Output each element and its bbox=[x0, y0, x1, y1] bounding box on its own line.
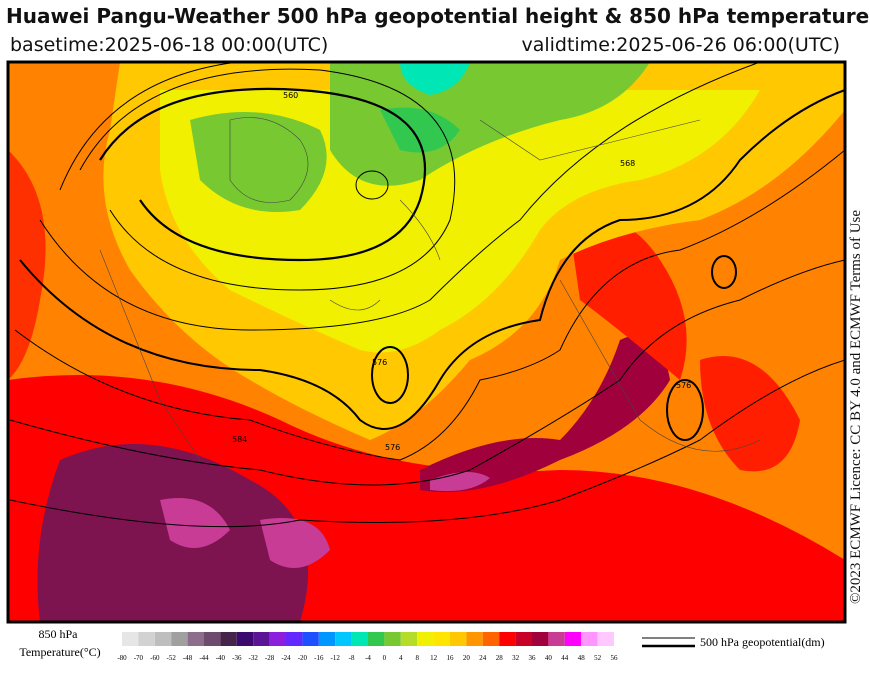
colorbar-title: 850 hPa bbox=[39, 627, 79, 641]
colorbar-swatch bbox=[204, 632, 221, 646]
colorbar-tick-label: -40 bbox=[216, 654, 226, 662]
contour-label: 576 bbox=[385, 443, 400, 452]
colorbar-swatch bbox=[351, 632, 368, 646]
base-time: basetime:2025-06-18 00:00(UTC) bbox=[10, 34, 329, 56]
contour-label: 576 bbox=[676, 381, 691, 390]
colorbar-tick-label: -4 bbox=[365, 654, 371, 662]
colorbar-swatch bbox=[532, 632, 549, 646]
contour-label: 560 bbox=[283, 91, 298, 100]
contour-labels: 560 568 576 584 576 576 bbox=[232, 91, 691, 452]
colorbar-tick-label: -12 bbox=[331, 654, 341, 662]
colorbar-swatch bbox=[384, 632, 401, 646]
colorbar-swatch bbox=[368, 632, 385, 646]
contour-label: 568 bbox=[620, 159, 635, 168]
map-frame bbox=[6, 60, 847, 624]
colorbar-swatch bbox=[417, 632, 434, 646]
coastlines bbox=[99, 117, 761, 461]
contour-label: 576 bbox=[372, 358, 387, 367]
colorbar-swatch bbox=[138, 632, 155, 646]
colorbar-tick-label: -70 bbox=[134, 654, 144, 662]
colorbar-tick-label: -8 bbox=[349, 654, 355, 662]
colorbar-swatch bbox=[220, 632, 237, 646]
colorbar-tick-label: 24 bbox=[479, 654, 487, 662]
colorbar-swatch bbox=[466, 632, 483, 646]
colorbar-swatch bbox=[171, 632, 188, 646]
colorbar-tick-label: 44 bbox=[561, 654, 569, 662]
colorbar-tick-label: -16 bbox=[314, 654, 324, 662]
colorbar-swatch bbox=[564, 632, 582, 646]
colorbar-tick-label: -20 bbox=[298, 654, 308, 662]
valid-time: validtime:2025-06-26 06:00(UTC) bbox=[521, 34, 840, 56]
colorbar-tick-label: 16 bbox=[447, 654, 455, 662]
colorbar-tick-label: 48 bbox=[578, 654, 586, 662]
colorbar-swatch bbox=[236, 632, 254, 646]
colorbar: -80 -70 -60 -52 -48 -44 -40 -36 -32 -28 -24 -20 -16-… bbox=[117, 632, 618, 662]
colorbar-swatch bbox=[433, 632, 450, 646]
colorbar-tick-label: 40 bbox=[545, 654, 553, 662]
colorbar-swatch bbox=[187, 632, 204, 646]
contour-legend: 500 hPa geopotential(dm) bbox=[700, 635, 825, 649]
colorbar-swatch bbox=[400, 632, 418, 646]
colorbar-tick-label: -32 bbox=[249, 654, 259, 662]
colorbar-swatch bbox=[499, 632, 516, 646]
colorbar-tick-label: 36 bbox=[529, 654, 537, 662]
colorbar-tick-label: 56 bbox=[611, 654, 619, 662]
colorbar-tick-label: -60 bbox=[150, 654, 160, 662]
colorbar-swatch bbox=[286, 632, 303, 646]
temperature-field bbox=[8, 62, 845, 622]
colorbar-swatch bbox=[482, 632, 500, 646]
colorbar-tick-label: 8 bbox=[415, 654, 419, 662]
colorbar-tick-label: -44 bbox=[199, 654, 209, 662]
colorbar-swatch bbox=[548, 632, 565, 646]
colorbar-swatch bbox=[302, 632, 319, 646]
colorbar-swatch bbox=[318, 632, 336, 646]
colorbar-tick-label: 28 bbox=[496, 654, 504, 662]
colorbar-tick-label: 0 bbox=[383, 654, 387, 662]
colorbar-swatch bbox=[269, 632, 286, 646]
colorbar-tick-label: 4 bbox=[399, 654, 403, 662]
colorbar-tick-label: -48 bbox=[183, 654, 193, 662]
colorbar-tick-label: -80 bbox=[117, 654, 127, 662]
contour-label: 584 bbox=[232, 435, 247, 444]
contours bbox=[9, 62, 845, 528]
colorbar-tick-label: 12 bbox=[430, 654, 438, 662]
colorbar-swatch bbox=[335, 632, 352, 646]
colorbar-tick-label: -28 bbox=[265, 654, 275, 662]
colorbar-tick-label: 52 bbox=[594, 654, 602, 662]
colorbar-tick-label: -52 bbox=[167, 654, 177, 662]
colorbar-swatch bbox=[450, 632, 467, 646]
colorbar-swatch bbox=[154, 632, 172, 646]
map-title: Huawei Pangu-Weather 500 hPa geopotentia… bbox=[6, 4, 870, 28]
colorbar-swatch bbox=[253, 632, 270, 646]
colorbar-tick-label: 20 bbox=[463, 654, 471, 662]
colorbar-tick-label: -36 bbox=[232, 654, 242, 662]
colorbar-swatch bbox=[515, 632, 532, 646]
colorbar-tick-label: 32 bbox=[512, 654, 520, 662]
colorbar-swatch bbox=[122, 632, 139, 646]
colorbar-swatch bbox=[581, 632, 598, 646]
colorbar-title: Temperature(°C) bbox=[19, 645, 100, 659]
colorbar-tick-label: -24 bbox=[281, 654, 291, 662]
colorbar-swatch bbox=[597, 632, 614, 646]
